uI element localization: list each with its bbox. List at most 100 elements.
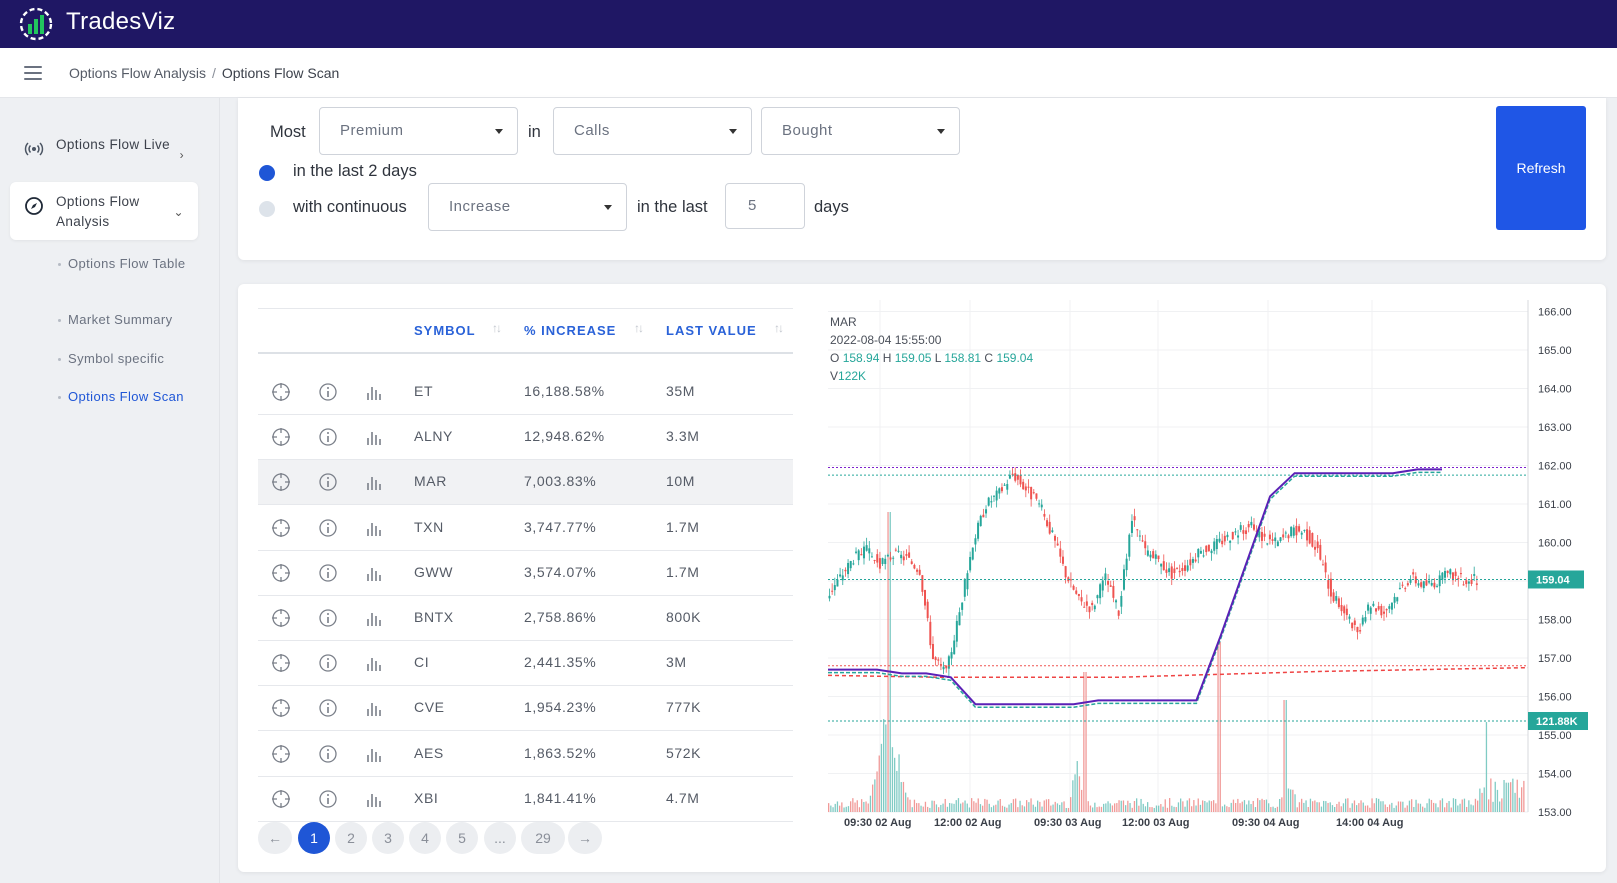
table-row[interactable]: GWW 3,574.07% 1.7M (258, 551, 793, 596)
candle (849, 561, 852, 569)
info-icon[interactable] (318, 472, 338, 492)
info-icon[interactable] (318, 608, 338, 628)
crosshair-icon[interactable] (271, 472, 291, 492)
page-button[interactable]: 2 (335, 822, 367, 854)
cell-symbol[interactable]: GWW (414, 563, 454, 580)
option-type-select[interactable]: Calls (553, 107, 752, 155)
info-icon[interactable] (318, 698, 338, 718)
table-row[interactable]: MAR 7,003.83% 10M (258, 460, 793, 506)
side-select[interactable]: Bought (761, 107, 960, 155)
trend-select[interactable]: Increase (428, 183, 627, 231)
sidebar-subitem-symbol-specific[interactable]: Symbol specific (58, 349, 188, 369)
breadcrumb-parent[interactable]: Options Flow Analysis (69, 65, 206, 81)
volume-bar (1338, 801, 1340, 812)
volume-bar (878, 755, 880, 812)
info-icon[interactable] (318, 563, 338, 583)
radio-last-days-label[interactable]: in the last 2 days (293, 162, 417, 180)
refresh-button[interactable]: Refresh (1496, 106, 1586, 230)
candle (1125, 558, 1128, 571)
chart-svg[interactable]: 166.00 165.00 164.00 163.00 162.00 161.00 160.… (818, 300, 1600, 860)
column-header-increase[interactable]: % INCREASE (524, 323, 617, 338)
app-title[interactable]: TradesViz (66, 8, 176, 35)
candle (1181, 567, 1184, 571)
crosshair-icon[interactable] (271, 518, 291, 538)
radio-continuous[interactable] (259, 201, 275, 217)
bar-chart-icon[interactable] (364, 608, 384, 628)
info-icon[interactable] (318, 744, 338, 764)
sidebar-subitem-market-summary[interactable]: Market Summary (58, 310, 188, 330)
cell-symbol[interactable]: BNTX (414, 609, 454, 625)
cell-symbol[interactable]: XBI (414, 789, 439, 806)
prev-page-arrow-icon[interactable]: ← (258, 822, 292, 854)
sidebar-item-options-flow-live[interactable]: Options Flow Live › (10, 125, 198, 165)
bar-chart-icon[interactable] (364, 472, 384, 492)
cell-symbol[interactable]: CI (414, 654, 430, 671)
table-row[interactable]: CVE 1,954.23% 777K (258, 686, 793, 732)
bar-chart-icon[interactable] (364, 518, 384, 538)
bar-chart-icon[interactable] (364, 563, 384, 583)
cell-symbol[interactable]: MAR (414, 473, 447, 490)
table-row[interactable]: XBI 1,841.41% 4.7M (258, 777, 793, 822)
page-button[interactable]: 5 (446, 822, 478, 854)
bar-chart-icon[interactable] (364, 789, 384, 809)
cell-symbol[interactable]: ET (414, 383, 434, 399)
crosshair-icon[interactable] (271, 563, 291, 583)
page-button[interactable]: 3 (372, 822, 404, 854)
table-row[interactable]: BNTX 2,758.86% 800K (258, 596, 793, 641)
sidebar-item-options-flow-analysis[interactable]: Options Flow Analysis ⌄ (10, 182, 198, 240)
cell-symbol[interactable]: AES (414, 744, 444, 761)
app-logo-icon[interactable] (18, 6, 54, 42)
cell-symbol[interactable]: CVE (414, 699, 445, 716)
volume-bar (1417, 803, 1419, 812)
metric-select[interactable]: Premium (319, 107, 518, 155)
bar-chart-icon[interactable] (364, 653, 384, 673)
info-icon[interactable] (318, 653, 338, 673)
candle (921, 575, 924, 592)
bar-chart-icon[interactable] (364, 427, 384, 447)
column-header-symbol[interactable]: SYMBOL (414, 323, 476, 338)
table-row[interactable]: ALNY 12,948.62% 3.3M (258, 415, 793, 461)
page-button[interactable]: 1 (298, 822, 330, 854)
sort-icon[interactable]: ↑↓ (492, 321, 502, 335)
sidebar-subitem-options-flow-scan[interactable]: Options Flow Scan (58, 387, 188, 407)
table-row[interactable]: CI 2,441.35% 3M (258, 641, 793, 687)
cell-symbol[interactable]: ALNY (414, 428, 453, 445)
table-row[interactable]: TXN 3,747.77% 1.7M (258, 506, 793, 551)
radio-last-days[interactable] (259, 165, 275, 181)
crosshair-icon[interactable] (271, 789, 291, 809)
bar-chart-icon[interactable] (364, 698, 384, 718)
sidebar-subitem-options-flow-table[interactable]: Options Flow Table (58, 254, 188, 274)
radio-continuous-label[interactable]: with continuous (293, 198, 407, 216)
crosshair-icon[interactable] (271, 608, 291, 628)
price-chart[interactable]: 166.00 165.00 164.00 163.00 162.00 161.00 160.… (818, 300, 1600, 860)
sort-icon[interactable]: ↑↓ (774, 321, 784, 335)
candle (876, 554, 879, 563)
volume-bar (1283, 700, 1285, 812)
page-button[interactable]: 4 (409, 822, 441, 854)
sort-icon[interactable]: ↑↓ (634, 321, 644, 335)
volume-bar (997, 800, 999, 812)
info-icon[interactable] (318, 789, 338, 809)
bar-chart-icon[interactable] (364, 382, 384, 402)
crosshair-icon[interactable] (271, 427, 291, 447)
info-icon[interactable] (318, 382, 338, 402)
bar-chart-icon[interactable] (364, 744, 384, 764)
info-icon[interactable] (318, 427, 338, 447)
crosshair-icon[interactable] (271, 744, 291, 764)
cell-symbol[interactable]: TXN (414, 518, 444, 535)
column-header-last-value[interactable]: LAST VALUE (666, 323, 757, 338)
next-page-arrow-icon[interactable]: → (568, 822, 602, 854)
crosshair-icon[interactable] (271, 382, 291, 402)
crosshair-icon[interactable] (271, 653, 291, 673)
page-button[interactable]: 29 (521, 822, 565, 854)
info-icon[interactable] (318, 518, 338, 538)
table-row[interactable]: ET 16,188.58% 35M (258, 370, 793, 415)
candle (1401, 584, 1404, 586)
volume-bar (957, 798, 960, 812)
crosshair-icon[interactable] (271, 698, 291, 718)
page-button[interactable]: ... (484, 822, 516, 854)
cell-increase: 3,747.77% (524, 518, 597, 535)
days-input[interactable]: 5 (725, 183, 805, 229)
hamburger-menu-icon[interactable] (24, 66, 42, 80)
table-row[interactable]: AES 1,863.52% 572K (258, 732, 793, 777)
